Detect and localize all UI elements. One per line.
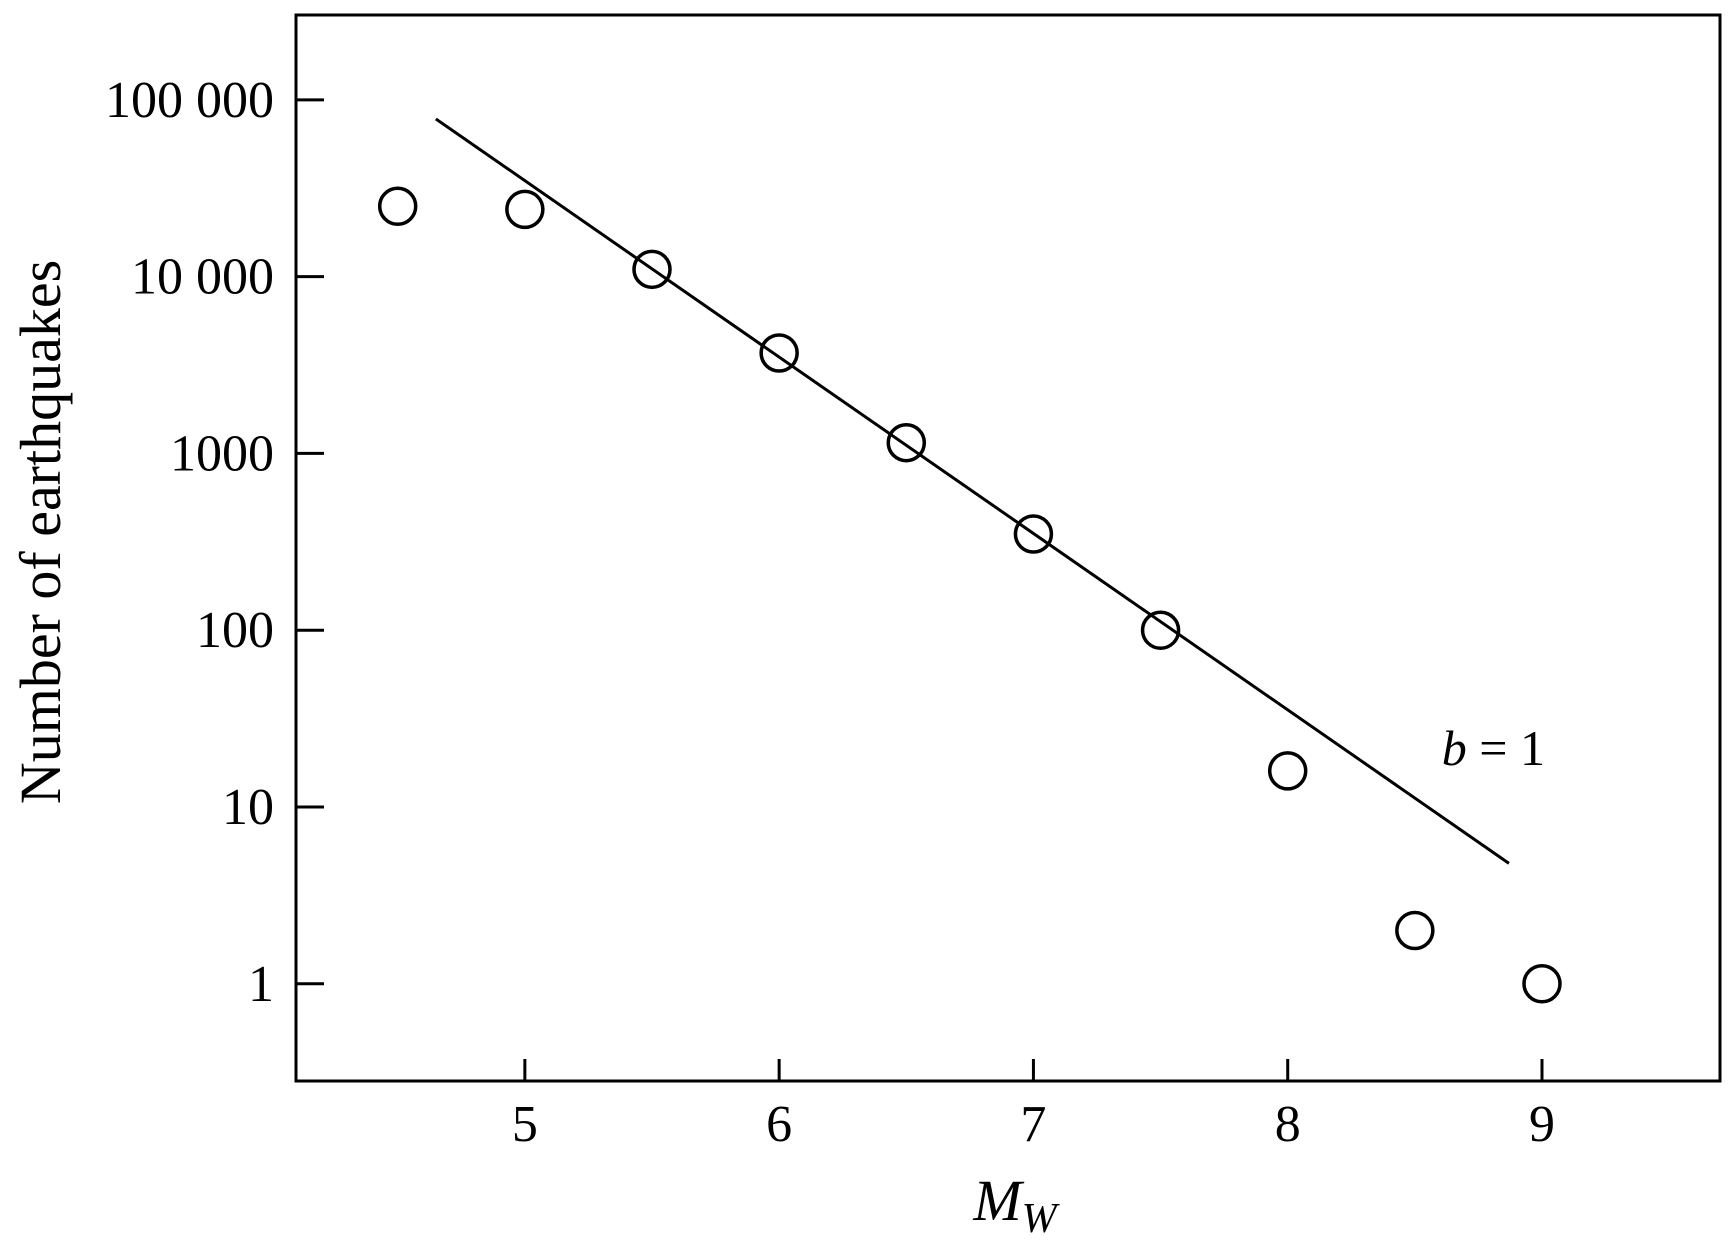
y-tick-label: 10 [222, 779, 274, 836]
data-point [1267, 751, 1308, 791]
y-tick-label: 10 000 [131, 249, 274, 306]
y-axis-title: Number of earthquakes [8, 260, 73, 804]
data-point [1395, 910, 1435, 951]
y-tick-label: 100 [196, 602, 274, 659]
x-axis-ticks: 5 6 7 8 9 [512, 1059, 1555, 1153]
data-point [759, 333, 799, 373]
fit-label-italic: b [1442, 720, 1467, 776]
y-tick-label: 1 [248, 956, 274, 1013]
fit-line [435, 117, 1510, 865]
plot-frame [294, 13, 1722, 1083]
x-tick-label: 5 [512, 1096, 538, 1153]
data-point [505, 189, 545, 230]
y-tick-label: 1000 [170, 425, 274, 482]
y-tick-label: 100 000 [105, 72, 274, 129]
x-tick-label: 6 [766, 1096, 792, 1153]
x-tick-label: 8 [1275, 1096, 1301, 1153]
data-point [1140, 610, 1181, 650]
data-point [1522, 964, 1562, 1004]
x-tick-label: 7 [1020, 1096, 1046, 1153]
fit-line-layer [435, 117, 1510, 865]
x-axis-title: MW [972, 1168, 1060, 1242]
data-point [377, 186, 418, 227]
x-tick-label: 9 [1529, 1096, 1555, 1153]
x-axis-title-main: M [972, 1168, 1024, 1233]
data-points-layer [377, 186, 1562, 1004]
data-point [632, 249, 672, 290]
y-axis-ticks: 1 10 100 1000 10 000 100 000 [105, 72, 324, 1013]
data-point [1013, 514, 1054, 554]
x-axis-title-subscript: W [1022, 1196, 1061, 1242]
fit-line-label: b = 1 [1442, 720, 1545, 776]
data-point [886, 422, 927, 463]
fit-label-rest: = 1 [1467, 720, 1545, 776]
